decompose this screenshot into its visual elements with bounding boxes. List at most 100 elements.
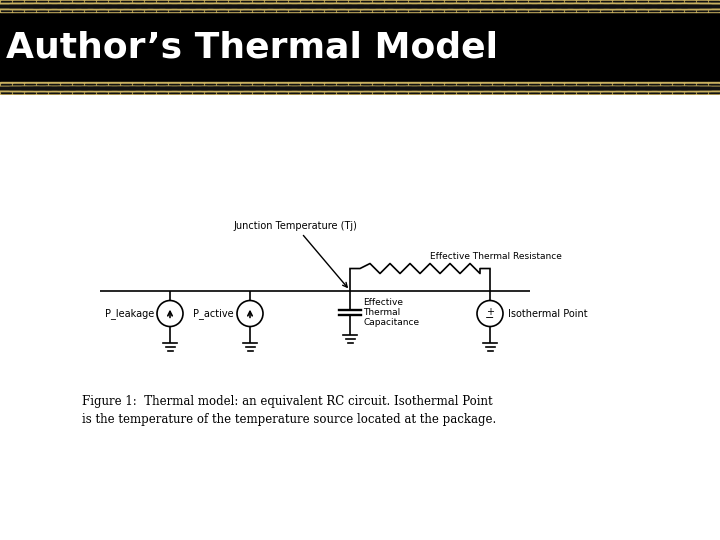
Bar [276, 82, 288, 94]
Bar [157, 2, 167, 11]
Bar [370, 86, 410, 91]
Bar [517, 84, 527, 93]
Bar [600, 82, 612, 94]
Bar [142, 3, 182, 9]
Bar [500, 5, 567, 7]
Bar [226, 86, 266, 91]
Bar [621, 87, 688, 89]
Bar [240, 82, 252, 94]
Bar [68, 5, 135, 7]
Bar [118, 3, 158, 9]
Text: P_leakage: P_leakage [104, 308, 154, 319]
Text: Isothermal Point: Isothermal Point [508, 308, 588, 319]
Bar [658, 86, 698, 91]
Bar [685, 84, 696, 93]
Bar [93, 87, 159, 89]
Bar [397, 2, 408, 11]
Bar [24, 0, 36, 12]
Bar [333, 87, 400, 89]
Bar [625, 2, 635, 11]
Bar [261, 5, 328, 7]
Bar [492, 82, 504, 94]
Bar [202, 86, 242, 91]
Bar [157, 84, 167, 93]
Bar [670, 3, 710, 9]
Bar [394, 86, 434, 91]
Bar [396, 0, 408, 12]
Bar [273, 5, 339, 7]
Bar [514, 3, 554, 9]
Bar [358, 3, 398, 9]
Bar [528, 82, 540, 94]
Bar [57, 87, 123, 89]
Bar [694, 86, 720, 91]
Bar [468, 0, 480, 12]
Bar [680, 87, 720, 89]
Bar [500, 87, 567, 89]
Bar [561, 87, 627, 89]
Bar [0, 3, 26, 9]
Bar [454, 86, 494, 91]
Bar [564, 82, 576, 94]
Bar [181, 2, 192, 11]
Bar [553, 84, 563, 93]
Bar [430, 86, 470, 91]
Bar [204, 82, 216, 94]
Bar [297, 5, 364, 7]
Bar [445, 2, 455, 11]
Bar [345, 5, 411, 7]
Bar [121, 84, 131, 93]
Bar [464, 87, 531, 89]
Bar [517, 2, 527, 11]
Bar [165, 5, 231, 7]
Text: +: + [486, 307, 494, 316]
Bar [82, 86, 122, 91]
Bar [600, 2, 611, 11]
Bar [49, 2, 59, 11]
Bar [564, 0, 576, 12]
Bar [121, 2, 131, 11]
Bar [361, 2, 372, 11]
Bar [490, 3, 530, 9]
Bar [610, 86, 650, 91]
Bar [480, 0, 492, 12]
Bar [298, 3, 338, 9]
Bar [502, 86, 542, 91]
Bar [636, 2, 647, 11]
Bar [685, 2, 696, 11]
Bar [22, 3, 62, 9]
Bar [310, 86, 350, 91]
Bar [624, 0, 636, 12]
Text: Junction Temperature (Tj): Junction Temperature (Tj) [233, 220, 357, 287]
Bar [646, 86, 686, 91]
Bar [469, 2, 480, 11]
Bar [441, 87, 508, 89]
Bar [597, 87, 663, 89]
Bar [478, 86, 518, 91]
Bar [658, 3, 698, 9]
Bar [372, 82, 384, 94]
Bar [70, 3, 110, 9]
Bar [168, 0, 180, 12]
Text: Figure 1:  Thermal model: an equivalent RC circuit. Isothermal Point: Figure 1: Thermal model: an equivalent R… [82, 395, 492, 408]
Bar [0, 86, 26, 91]
Bar [106, 86, 146, 91]
Bar [120, 0, 132, 12]
Bar [574, 86, 614, 91]
Bar [538, 86, 578, 91]
Bar [73, 2, 84, 11]
Bar [24, 82, 36, 94]
Bar [93, 5, 159, 7]
Bar [132, 84, 143, 93]
Bar [1, 2, 12, 11]
Bar [58, 3, 98, 9]
Bar [589, 84, 599, 93]
Bar [60, 0, 72, 12]
Bar [540, 82, 552, 94]
Bar [598, 86, 638, 91]
Bar [202, 3, 242, 9]
Bar [481, 84, 491, 93]
Bar [334, 3, 374, 9]
Bar [12, 0, 24, 12]
Bar [514, 86, 554, 91]
